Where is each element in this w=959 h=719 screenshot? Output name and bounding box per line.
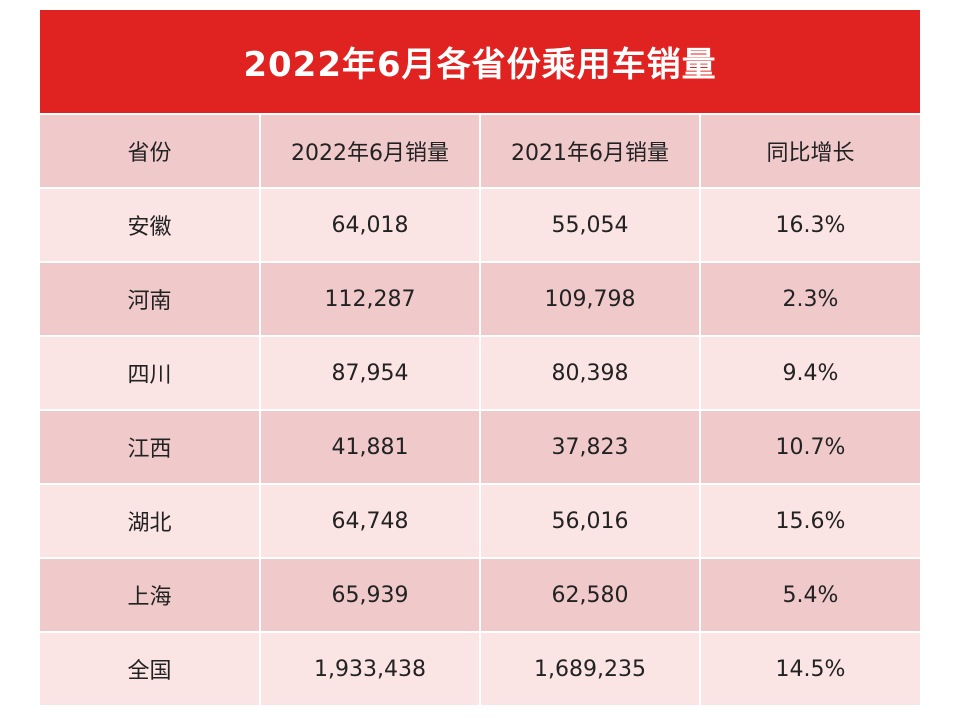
cell-province: 上海 [40,558,261,633]
cell-province: 江西 [40,410,261,485]
cell-province: 四川 [40,336,261,411]
cell-sales-2021: 1,689,235 [480,632,701,707]
table-header: 省份 2022年6月销量 2021年6月销量 同比增长 [40,115,920,189]
cell-sales-2022: 87,954 [260,336,481,411]
table-row: 上海 65,939 62,580 5.4% [40,558,920,633]
table-row: 四川 87,954 80,398 9.4% [40,336,920,411]
cell-province: 安徽 [40,188,261,263]
table-row: 河南 112,287 109,798 2.3% [40,262,920,337]
sales-table: 省份 2022年6月销量 2021年6月销量 同比增长 安徽 64,018 55… [40,115,920,707]
table-title: 2022年6月各省份乘用车销量 [40,10,920,115]
cell-yoy-growth: 2.3% [700,262,920,337]
cell-sales-2022: 1,933,438 [260,632,481,707]
cell-yoy-growth: 15.6% [700,484,920,559]
cell-sales-2022: 112,287 [260,262,481,337]
cell-sales-2021: 109,798 [480,262,701,337]
cell-province: 湖北 [40,484,261,559]
sales-table-card: 2022年6月各省份乘用车销量 省份 2022年6月销量 2021年6月销量 同… [40,10,920,707]
table-body: 安徽 64,018 55,054 16.3% 河南 112,287 109,79… [40,188,920,707]
cell-sales-2022: 65,939 [260,558,481,633]
cell-yoy-growth: 16.3% [700,188,920,263]
cell-sales-2021: 55,054 [480,188,701,263]
header-yoy-growth: 同比增长 [700,115,920,189]
cell-yoy-growth: 5.4% [700,558,920,633]
cell-yoy-growth: 10.7% [700,410,920,485]
table-row: 湖北 64,748 56,016 15.6% [40,484,920,559]
cell-sales-2021: 80,398 [480,336,701,411]
cell-sales-2022: 41,881 [260,410,481,485]
cell-sales-2021: 62,580 [480,558,701,633]
table-row: 江西 41,881 37,823 10.7% [40,410,920,485]
cell-yoy-growth: 9.4% [700,336,920,411]
cell-sales-2022: 64,018 [260,188,481,263]
table-row-total: 全国 1,933,438 1,689,235 14.5% [40,632,920,707]
header-sales-2021: 2021年6月销量 [480,115,701,189]
cell-sales-2021: 56,016 [480,484,701,559]
header-province: 省份 [40,115,261,189]
header-sales-2022: 2022年6月销量 [260,115,481,189]
cell-yoy-growth: 14.5% [700,632,920,707]
cell-province: 河南 [40,262,261,337]
header-row: 省份 2022年6月销量 2021年6月销量 同比增长 [40,115,920,189]
table-row: 安徽 64,018 55,054 16.3% [40,188,920,263]
cell-sales-2021: 37,823 [480,410,701,485]
cell-province: 全国 [40,632,261,707]
cell-sales-2022: 64,748 [260,484,481,559]
